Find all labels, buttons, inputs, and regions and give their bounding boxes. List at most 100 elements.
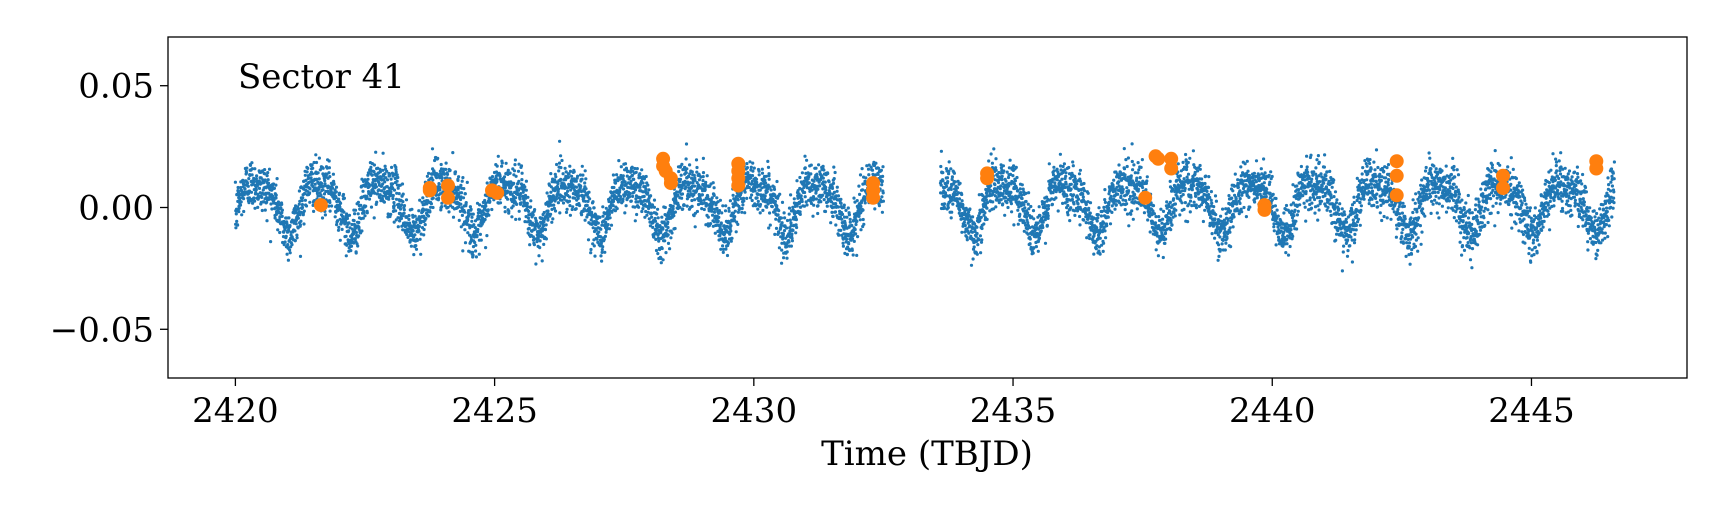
light-curve-point [246, 184, 250, 188]
light-curve-point [395, 191, 399, 195]
light-curve-point [483, 198, 487, 203]
light-curve-point [298, 254, 303, 258]
light-curve-point [1101, 249, 1105, 253]
light-curve-point [1173, 202, 1177, 206]
light-curve-point [372, 163, 376, 167]
light-curve-point [690, 204, 694, 208]
light-curve-point [1011, 174, 1015, 178]
light-curve-point [395, 179, 399, 183]
light-curve-point [1008, 158, 1012, 162]
light-curve-point [831, 181, 836, 185]
light-curve-point [611, 173, 616, 177]
light-curve-point [554, 175, 558, 179]
light-curve-point [607, 212, 612, 217]
light-curve-point [1146, 218, 1150, 222]
light-curve-point [850, 248, 854, 252]
light-curve-point [958, 208, 962, 212]
light-curve-point [576, 196, 580, 200]
light-curve-point [946, 206, 950, 210]
light-curve-point [877, 204, 882, 208]
light-curve-point [1106, 215, 1110, 219]
light-curve-point [623, 162, 628, 166]
light-curve-point [290, 243, 294, 247]
light-curve-point [582, 207, 586, 211]
light-curve-point [475, 234, 479, 238]
light-curve-point [1021, 187, 1025, 191]
light-curve-point [369, 205, 374, 209]
light-curve-point [286, 258, 290, 262]
light-curve-point [1183, 201, 1187, 205]
light-curve-point [381, 168, 385, 172]
light-curve-point [550, 207, 554, 211]
light-curve-point [873, 207, 877, 211]
light-curve-point [1064, 171, 1068, 175]
light-curve-point [308, 200, 312, 204]
light-curve-point [1060, 177, 1064, 181]
light-curve-point [408, 221, 412, 225]
light-curve-point [533, 227, 537, 231]
light-curve-point [845, 237, 849, 241]
light-curve-point [992, 147, 996, 151]
light-curve-point [401, 200, 405, 204]
light-curve-point [410, 207, 414, 211]
light-curve-point [939, 164, 943, 169]
light-curve-point [587, 190, 591, 194]
light-curve-point [279, 206, 283, 210]
light-curve-point [1111, 185, 1115, 189]
light-curve-point [829, 221, 833, 225]
light-curve-point [759, 182, 763, 186]
light-curve-point [538, 224, 542, 228]
light-curve-point [263, 172, 267, 176]
light-curve-point [280, 214, 284, 218]
light-curve-point [832, 177, 836, 181]
light-curve-point [581, 173, 585, 177]
light-curve-point [1178, 174, 1182, 178]
light-curve-point [856, 235, 860, 239]
light-curve-point [503, 205, 507, 209]
light-curve-point [851, 253, 855, 257]
light-curve-point [881, 165, 885, 169]
light-curve-point [1127, 224, 1131, 228]
light-curve-point [463, 210, 467, 214]
light-curve-point [460, 179, 464, 183]
light-curve-point [381, 151, 385, 155]
light-curve-point [436, 156, 440, 160]
light-curve-point [870, 168, 875, 172]
light-curve-point [356, 244, 360, 248]
light-curve-point [457, 175, 461, 179]
light-curve-point [345, 216, 349, 221]
light-curve-point [554, 197, 559, 201]
light-curve-point [702, 207, 706, 212]
light-curve-point [568, 164, 572, 168]
light-curve-point [953, 180, 957, 184]
light-curve-point [520, 171, 524, 175]
light-curve-point [789, 244, 794, 248]
light-curve-point [342, 210, 346, 214]
light-curve-point [979, 251, 983, 255]
light-curve-point [262, 200, 266, 204]
light-curve-point [1012, 164, 1016, 168]
light-curve-point [1133, 193, 1137, 197]
light-curve-point [880, 195, 884, 199]
light-curve-point [821, 164, 825, 168]
light-curve-point [756, 199, 760, 203]
light-curve-point [476, 214, 480, 218]
light-curve-point [557, 187, 561, 191]
light-curve-point [481, 209, 485, 213]
light-curve-point [365, 211, 369, 215]
light-curve-point [1183, 186, 1187, 191]
light-curve-point [743, 211, 747, 215]
light-curve-point [1187, 202, 1191, 206]
light-curve-point [1016, 208, 1020, 212]
light-curve-point [424, 216, 428, 221]
light-curve-point [516, 169, 521, 173]
light-curve-point [687, 175, 691, 179]
light-curve-point [968, 207, 972, 211]
light-curve-point [795, 225, 799, 230]
light-curve-point [816, 211, 820, 216]
light-curve-point [1102, 205, 1106, 209]
light-curve-point [331, 172, 335, 176]
light-curve-point [300, 203, 304, 207]
light-curve-point [781, 232, 786, 236]
light-curve-point [407, 217, 411, 221]
